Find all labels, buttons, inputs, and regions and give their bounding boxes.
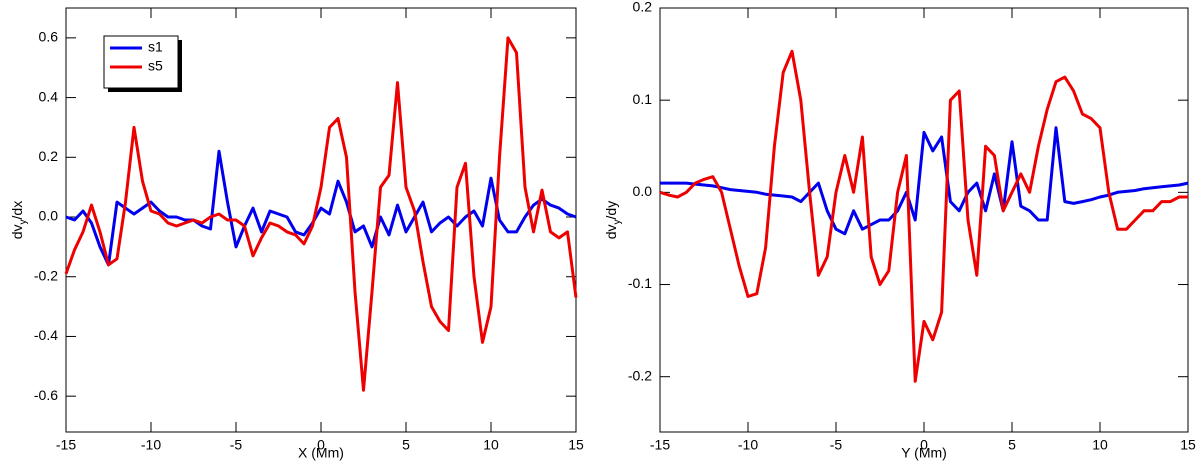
data-line [65,149,577,267]
x-tick-label: 15 [1180,437,1196,453]
y-axis-label: dvy/dy [603,201,623,239]
plot-frame [659,7,1189,433]
y-tick-label: -0.4 [34,327,58,343]
x-tick-label: 5 [1008,437,1016,453]
x-tick-label: -5 [230,437,243,453]
x-tick-label: -15 [56,437,76,453]
data-line [64,36,578,392]
y-tick-label: 0.2 [39,148,59,164]
data-line [659,49,1188,383]
data-line [660,126,1189,236]
y-tick-label: 0.6 [39,29,59,45]
y-axis-label: dvy/dx [9,201,29,239]
x-tick-label: 0 [920,437,928,453]
x-tick-label: 15 [568,437,584,453]
y-axis-label-part: dv [603,224,619,239]
x-tick-label: -5 [830,437,843,453]
y-tick-label: 0.0 [633,183,653,199]
x-tick-label: 5 [402,437,410,453]
x-axis-label: X (Mm) [298,445,344,461]
x-axis-label: Y (Mm) [901,445,947,461]
legend-box [103,35,179,89]
x-tick-label: -10 [141,437,161,453]
y-axis-label-part: y [18,219,29,224]
y-tick-label: 0.2 [633,0,653,15]
y-tick-label: -0.2 [628,367,652,383]
y-axis-label-part: /dy [603,201,619,220]
y-tick-label: -0.2 [34,267,58,283]
x-tick-label: 0 [317,437,325,453]
legend-label: s5 [148,58,163,74]
x-tick-label: 10 [483,437,499,453]
y-axis-label-part: dv [9,224,25,239]
y-tick-label: 0.4 [39,88,59,104]
y-axis-label-part: y [612,219,623,224]
y-tick-label: -0.6 [34,387,58,403]
x-tick-label: 10 [1092,437,1108,453]
legend-label: s1 [148,39,163,55]
y-tick-label: -0.1 [628,275,652,291]
x-tick-label: -15 [650,437,670,453]
x-tick-label: -10 [738,437,758,453]
y-axis-label-part: /dx [9,201,25,220]
y-tick-label: 0.0 [39,208,59,224]
y-tick-label: 0.1 [633,91,653,107]
